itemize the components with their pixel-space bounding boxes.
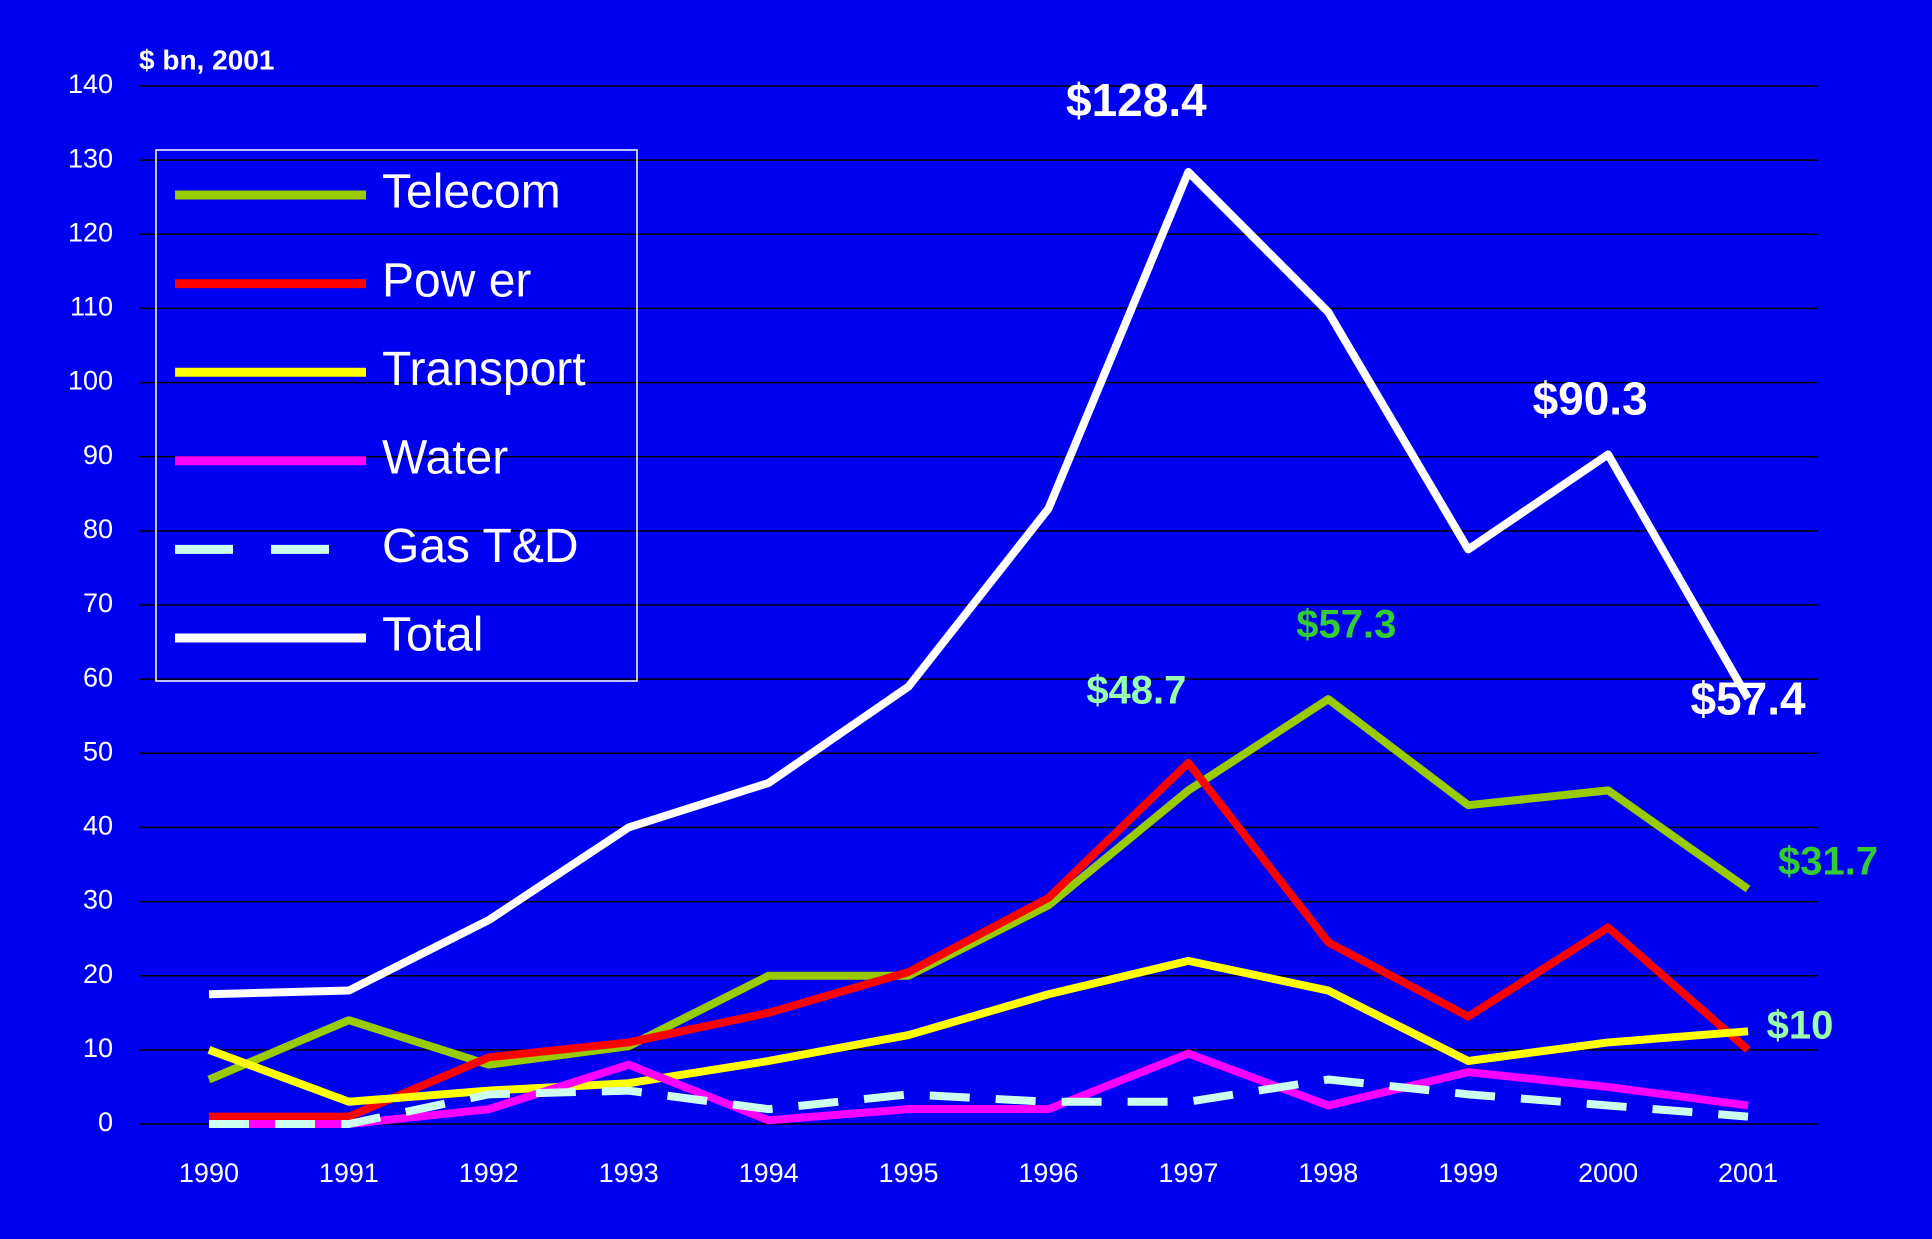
- x-tick-label: 1990: [179, 1158, 239, 1188]
- x-tick-label: 1997: [1158, 1158, 1218, 1188]
- y-tick-label: 50: [83, 736, 113, 766]
- legend-label: Gas T&D: [382, 520, 579, 573]
- y-tick-label: 80: [83, 514, 113, 544]
- y-axis-label: $ bn, 2001: [139, 44, 274, 75]
- y-tick-label: 0: [98, 1107, 113, 1137]
- series-line: [207, 695, 1751, 1084]
- y-tick-label: 10: [83, 1033, 113, 1063]
- series-line: [208, 168, 1752, 999]
- y-tick-label: 70: [83, 588, 113, 618]
- x-tick-label: 1992: [459, 1158, 519, 1188]
- y-tick-label: 20: [83, 959, 113, 989]
- legend-box: [155, 149, 638, 682]
- x-tick-label: 2001: [1718, 1158, 1778, 1188]
- legend-label: Total: [382, 609, 483, 662]
- value-label: $31.7: [1778, 840, 1878, 884]
- y-tick-label: 60: [83, 662, 113, 692]
- x-tick-label: 1993: [599, 1158, 659, 1188]
- x-tick-label: 1996: [1018, 1158, 1078, 1188]
- series-line: [207, 956, 1749, 1106]
- value-label: $128.4: [1066, 74, 1207, 126]
- y-tick-label: 120: [68, 217, 113, 247]
- x-tick-label: 1999: [1438, 1158, 1498, 1188]
- value-label: $57.3: [1296, 603, 1396, 647]
- y-tick-label: 130: [68, 143, 113, 173]
- value-label: $90.3: [1533, 373, 1648, 425]
- y-tick-label: 110: [70, 292, 113, 322]
- series-line: [208, 758, 1751, 1121]
- y-tick-label: 30: [83, 885, 113, 915]
- value-label: $48.7: [1086, 668, 1186, 712]
- x-tick-label: 1994: [739, 1158, 799, 1188]
- y-tick-label: 40: [83, 811, 113, 841]
- x-tick-label: 1991: [319, 1158, 379, 1188]
- legend-label: Transport: [382, 343, 586, 396]
- legend-label: Water: [382, 431, 508, 484]
- legend-label: Telecom: [382, 166, 561, 219]
- value-label: $10: [1767, 1003, 1834, 1047]
- legend-label: Pow er: [382, 254, 531, 307]
- y-tick-label: 90: [83, 440, 113, 470]
- x-tick-label: 1995: [879, 1158, 939, 1188]
- y-tick-label: 140: [68, 69, 113, 99]
- x-tick-label: 1998: [1298, 1158, 1358, 1188]
- x-tick-label: 2000: [1578, 1158, 1638, 1188]
- value-label: $57.4: [1690, 673, 1806, 725]
- y-tick-label: 100: [68, 366, 113, 396]
- series-line: [208, 1049, 1749, 1128]
- series-line: [208, 1075, 1749, 1128]
